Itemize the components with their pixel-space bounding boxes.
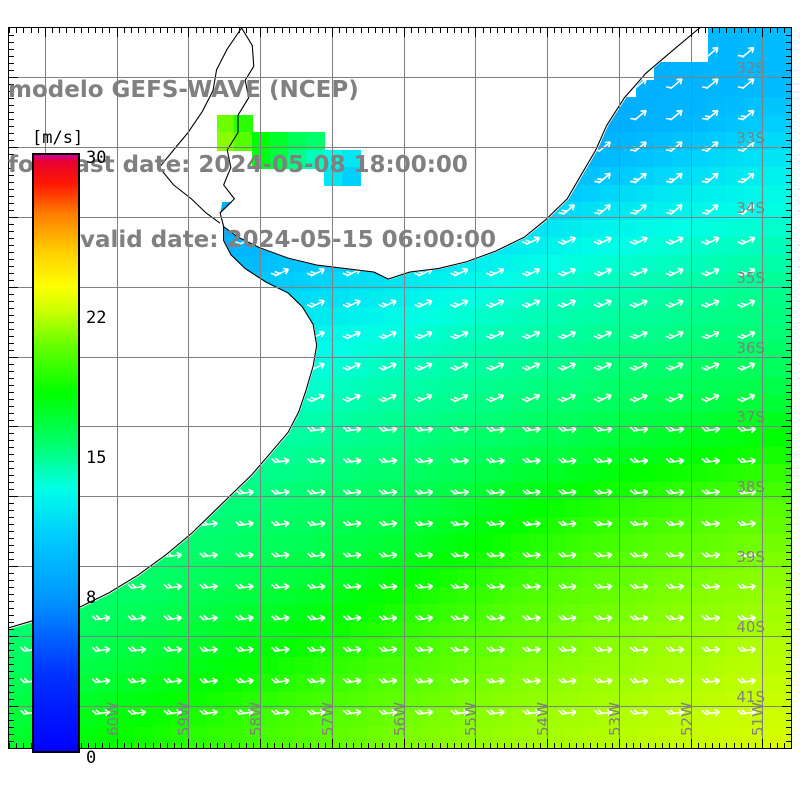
colorbar-tick-0: 0: [86, 748, 97, 768]
lat-label-36S: 36S: [736, 338, 765, 357]
coastline-uruguay-brazil: [219, 28, 700, 280]
colorbar-tick-15: 15: [86, 448, 107, 468]
lat-label-40S: 40S: [736, 618, 765, 637]
axis-ticks-left: [9, 28, 19, 748]
gridline-lat-34S: [9, 216, 791, 218]
coastline-argentina: [9, 226, 318, 629]
lat-label-41S: 41S: [736, 688, 765, 707]
gridline-lon-59W: [188, 28, 190, 748]
lon-label-57W: 57W: [318, 702, 337, 736]
lon-label-56W: 56W: [390, 702, 409, 736]
colorbar-box: [32, 153, 80, 753]
gridline-lat-38S: [9, 496, 791, 498]
axis-ticks-bottom: [9, 738, 791, 748]
gridline-lat-39S: [9, 566, 791, 568]
lat-label-34S: 34S: [736, 198, 765, 217]
gridline-lat-41S: [9, 706, 791, 708]
colorbar-panel: [m/s] 30 22 15 8 0: [20, 128, 130, 768]
lat-label-37S: 37S: [736, 408, 765, 427]
gridline-lat-40S: [9, 636, 791, 638]
river-parana: [158, 28, 243, 224]
gridline-lat-36S: [9, 356, 791, 358]
lon-label-52W: 52W: [677, 702, 696, 736]
axis-ticks-top: [9, 28, 791, 38]
lon-label-59W: 59W: [175, 702, 194, 736]
gridline-lon-60W: [116, 28, 118, 748]
lat-label-35S: 35S: [736, 268, 765, 287]
axis-ticks-right: [781, 28, 791, 748]
gridline-lon-57W: [331, 28, 333, 748]
colorbar-gradient: [34, 155, 78, 751]
gridline-lon-51W: [762, 28, 764, 748]
colorbar-unit-label: [m/s]: [32, 128, 84, 148]
gridline-lon-54W: [547, 28, 549, 748]
gridline-lat-33S: [9, 146, 791, 148]
map-plot-area: [9, 28, 791, 748]
lat-label-39S: 39S: [736, 548, 765, 567]
gridline-lon-52W: [690, 28, 692, 748]
colorbar-tick-8: 8: [86, 588, 97, 608]
lon-label-54W: 54W: [534, 702, 553, 736]
gridline-lon-55W: [475, 28, 477, 748]
colorbar-tick-22: 22: [86, 308, 107, 328]
lon-label-58W: 58W: [247, 702, 266, 736]
wind-barb-canvas: [9, 28, 791, 748]
gridline-lon-53W: [618, 28, 620, 748]
gridline-lon-58W: [260, 28, 262, 748]
colorbar-tick-30: 30: [86, 148, 107, 168]
wind-speed-raster: [9, 28, 791, 748]
gridline-lat-37S: [9, 426, 791, 428]
gridline-lat-35S: [9, 286, 791, 288]
lon-label-51W: 51W: [749, 702, 768, 736]
coastline-overlay: [9, 28, 701, 629]
gridline-lat-32S: [9, 76, 791, 78]
gridline-lon-56W: [403, 28, 405, 748]
lat-label-33S: 33S: [736, 128, 765, 147]
lat-label-32S: 32S: [736, 58, 765, 77]
lon-label-55W: 55W: [462, 702, 481, 736]
lat-label-38S: 38S: [736, 478, 765, 497]
lon-label-53W: 53W: [605, 702, 624, 736]
